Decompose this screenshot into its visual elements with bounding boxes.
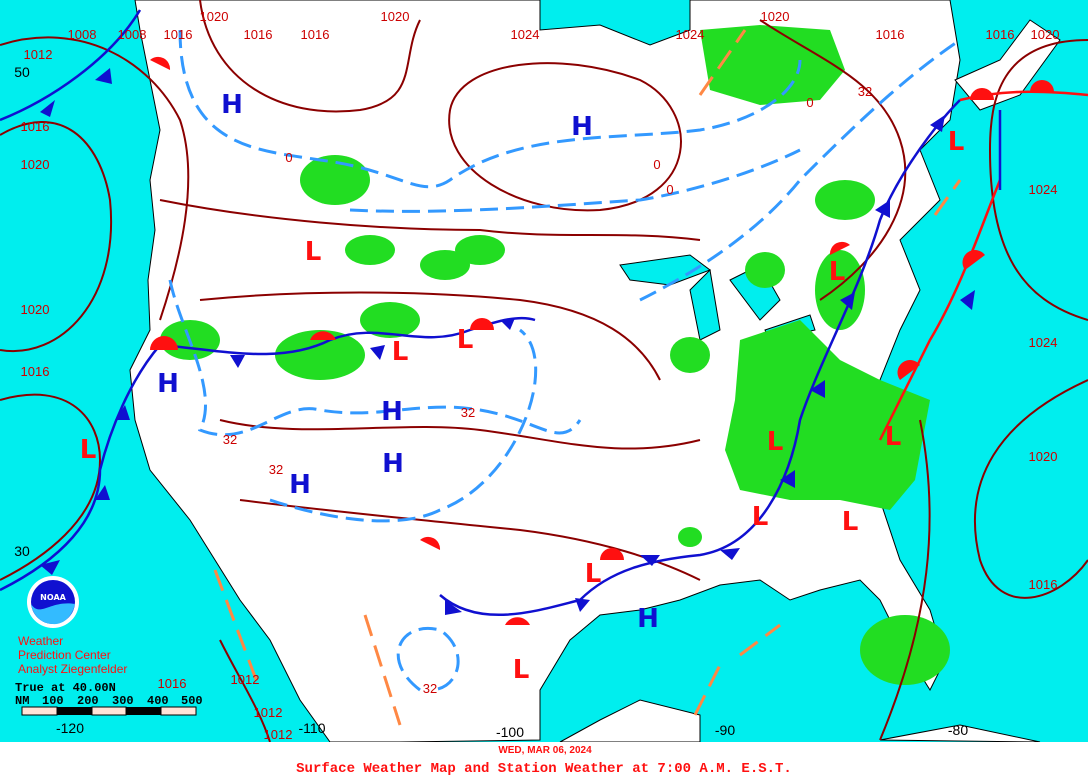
cold-front-pacific: [0, 9, 142, 122]
isobar-label: 1016: [876, 27, 905, 42]
surface-weather-map: 1012 1008 1008 1016 1020 1016 1016 1020 …: [0, 0, 1088, 756]
isotherm-label: 32: [858, 84, 872, 99]
isobar-label: 1016: [164, 27, 193, 42]
precipitation-areas: [160, 25, 950, 685]
isotherm-label: 32: [461, 405, 475, 420]
high-center: H: [381, 397, 403, 427]
isobar-label: 1020: [1029, 449, 1058, 464]
map-date: WED, MAR 06, 2024: [498, 745, 592, 756]
low-center: L: [80, 435, 97, 465]
warm-front-atlantic: [878, 179, 1002, 441]
scale-tick: 100: [42, 694, 64, 708]
isotherms: [168, 29, 961, 692]
high-center: H: [637, 604, 659, 634]
map-caption: Surface Weather Map and Station Weather …: [296, 761, 792, 777]
isobar-label: 1016: [158, 676, 187, 691]
isobar-label: 1020: [21, 302, 50, 317]
low-center: L: [948, 127, 965, 157]
credit-line-2: Prediction Center: [18, 648, 111, 662]
isobar-label: 1008: [118, 27, 147, 42]
longitude-label: -110: [299, 720, 326, 736]
isotherm-label: 0: [653, 157, 660, 172]
high-center: H: [157, 369, 179, 399]
isobar-label: 1012: [231, 672, 260, 687]
front-symbols: [40, 56, 1054, 625]
low-center: L: [842, 507, 859, 537]
scale-tick: 200: [77, 694, 99, 708]
cold-front-west: [0, 344, 161, 592]
latitude-label: 30: [14, 543, 30, 559]
scale-tick: 500: [181, 694, 203, 708]
isobar-label: 1020: [200, 9, 229, 24]
credit-line-1: Weather: [18, 634, 63, 648]
isobar-label: 1012: [254, 705, 283, 720]
scale-bar: True at 40.00N NM 100 200 300 400 500: [15, 681, 203, 716]
isobar-label: 1020: [1031, 27, 1060, 42]
graticule-labels: 50 30 -120 -110 -100 -90 -80: [14, 64, 968, 740]
longitude-label: -80: [948, 722, 968, 738]
troughs: [213, 29, 962, 726]
isobar-label: 1024: [1029, 182, 1058, 197]
low-center: L: [885, 422, 902, 452]
low-center: L: [457, 325, 474, 355]
low-center: L: [305, 237, 322, 267]
isobar-label: 1020: [381, 9, 410, 24]
longitude-label: -120: [56, 720, 84, 736]
isotherm-label: 32: [269, 462, 283, 477]
low-center: L: [392, 337, 409, 367]
low-center: L: [767, 427, 784, 457]
high-center: H: [289, 470, 311, 500]
scale-true-at: True at 40.00N: [15, 681, 116, 695]
low-center: L: [585, 559, 602, 589]
noaa-logo: NOAA: [27, 576, 79, 628]
isobar-label: 1016: [301, 27, 330, 42]
isobar-label: 1016: [244, 27, 273, 42]
isobar-label: 1024: [511, 27, 540, 42]
land-nova-scotia: [954, 19, 1061, 111]
low-center: L: [752, 502, 769, 532]
isobar-label: 1024: [1029, 335, 1058, 350]
isotherm-label: 32: [223, 432, 237, 447]
scale-units: NM: [15, 694, 29, 708]
isobar-label: 1020: [761, 9, 790, 24]
isotherm-label: 0: [285, 150, 292, 165]
stationary-front: [159, 316, 536, 356]
isotherm-labels: 32 32 32 32 32 0 0 0 0: [223, 84, 872, 696]
isotherm-label: 32: [423, 681, 437, 696]
low-center: L: [513, 655, 530, 685]
isobar-label: 1024: [676, 27, 705, 42]
isobar-label: 1016: [1029, 577, 1058, 592]
isobar-labels: 1012 1008 1008 1016 1020 1016 1016 1020 …: [21, 9, 1060, 742]
isobar-label: 1016: [21, 364, 50, 379]
isobar-label: 1012: [24, 47, 53, 62]
latitude-label: 50: [14, 64, 30, 80]
longitude-label: -100: [496, 724, 524, 740]
high-center: H: [221, 90, 243, 120]
noaa-logo-text: NOAA: [40, 593, 66, 602]
isobar-label: 1016: [986, 27, 1015, 42]
isobar-label: 1016: [21, 119, 50, 134]
credit-block: Weather Prediction Center Analyst Ziegen…: [18, 634, 127, 676]
isotherm-label: 0: [806, 95, 813, 110]
scale-tick: 400: [147, 694, 169, 708]
credit-line-3: Analyst Ziegenfelder: [18, 662, 127, 676]
isobar-label: 1008: [68, 27, 97, 42]
high-pressure-centers: H H H H H H H: [157, 90, 659, 634]
high-center: H: [571, 112, 593, 142]
low-center: L: [829, 257, 846, 287]
high-center: H: [382, 449, 404, 479]
low-pressure-centers: L L L L L L L L L L L L: [80, 127, 965, 685]
isobar-label: 1012: [264, 727, 293, 742]
isobar-label: 1020: [21, 157, 50, 172]
longitude-label: -90: [715, 722, 735, 738]
scale-tick: 300: [112, 694, 134, 708]
isotherm-label: 0: [666, 182, 673, 197]
